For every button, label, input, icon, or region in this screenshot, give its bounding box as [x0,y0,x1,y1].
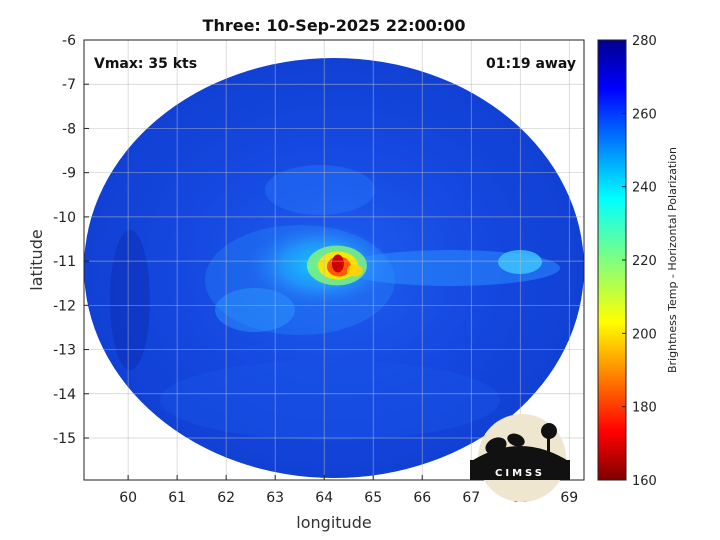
y-tick-label: -13 [53,343,76,359]
logo-dish-left [485,437,507,455]
x-tick-label: 64 [315,490,333,506]
y-tick-label: -11 [53,254,76,270]
x-tick-label: 62 [217,490,235,506]
logo-tower-leg [547,436,550,462]
logo-tower-tank [541,423,557,439]
y-axis-label: latitude [27,229,46,290]
time-away-label: 01:19 away [486,56,576,72]
cloud-patch-north [265,165,375,215]
colorbar-ticks: 280 260 240 220 200 180 160 [622,34,657,489]
x-tick-label: 69 [560,490,578,506]
logo-text: CIMSS [495,468,545,479]
grid-lines [84,39,584,480]
x-tick-label: 67 [462,490,480,506]
colorbar-label: Brightness Temp - Horizontal Polarizatio… [666,147,679,373]
y-tick-label: -12 [53,298,76,314]
colorbar-tick-label: 160 [632,474,657,489]
cold-band-south [160,360,500,440]
colorbar: 280 260 240 220 200 180 160 Brightness Temp - … [597,34,679,489]
x-tick-label: 63 [266,490,284,506]
colorbar-tick-label: 240 [632,181,657,196]
storm-core [306,245,367,286]
y-tick-label: -6 [62,33,76,49]
convection-halo-outer [205,225,395,335]
vmax-label: Vmax: 35 kts [94,56,197,72]
y-axis-ticks: -6 -7 -8 -9 -10 -11 -12 -13 -14 -15 [53,33,89,447]
colorbar-tick-label: 260 [632,107,657,122]
y-tick-label: -9 [62,166,76,182]
cimss-logo: CIMSS [470,414,570,502]
colorbar-tick-label: 220 [632,254,657,269]
y-tick-label: -7 [62,77,76,93]
colorbar-tick-label: 180 [632,401,657,416]
colorbar-gradient [597,39,627,481]
logo-ground [470,460,570,480]
logo-dish-right [507,433,525,447]
colorbar-tick-label: 280 [632,34,657,49]
x-tick-label: 66 [413,490,431,506]
core-red-center [331,254,344,273]
x-tick-label: 60 [119,490,137,506]
cold-band-west [110,230,150,370]
x-axis-label: longitude [296,513,371,532]
y-tick-label: -10 [53,210,76,226]
x-tick-label: 65 [364,490,382,506]
colorbar-tick-label: 200 [632,327,657,342]
chart-title: Three: 10-Sep-2025 22:00:00 [203,16,466,35]
core-east-lobe [346,264,363,277]
y-tick-label: -8 [62,121,76,137]
plot-frame [83,39,585,481]
y-tick-label: -14 [53,387,76,403]
y-tick-label: -15 [53,431,76,447]
x-tick-label: 61 [168,490,186,506]
